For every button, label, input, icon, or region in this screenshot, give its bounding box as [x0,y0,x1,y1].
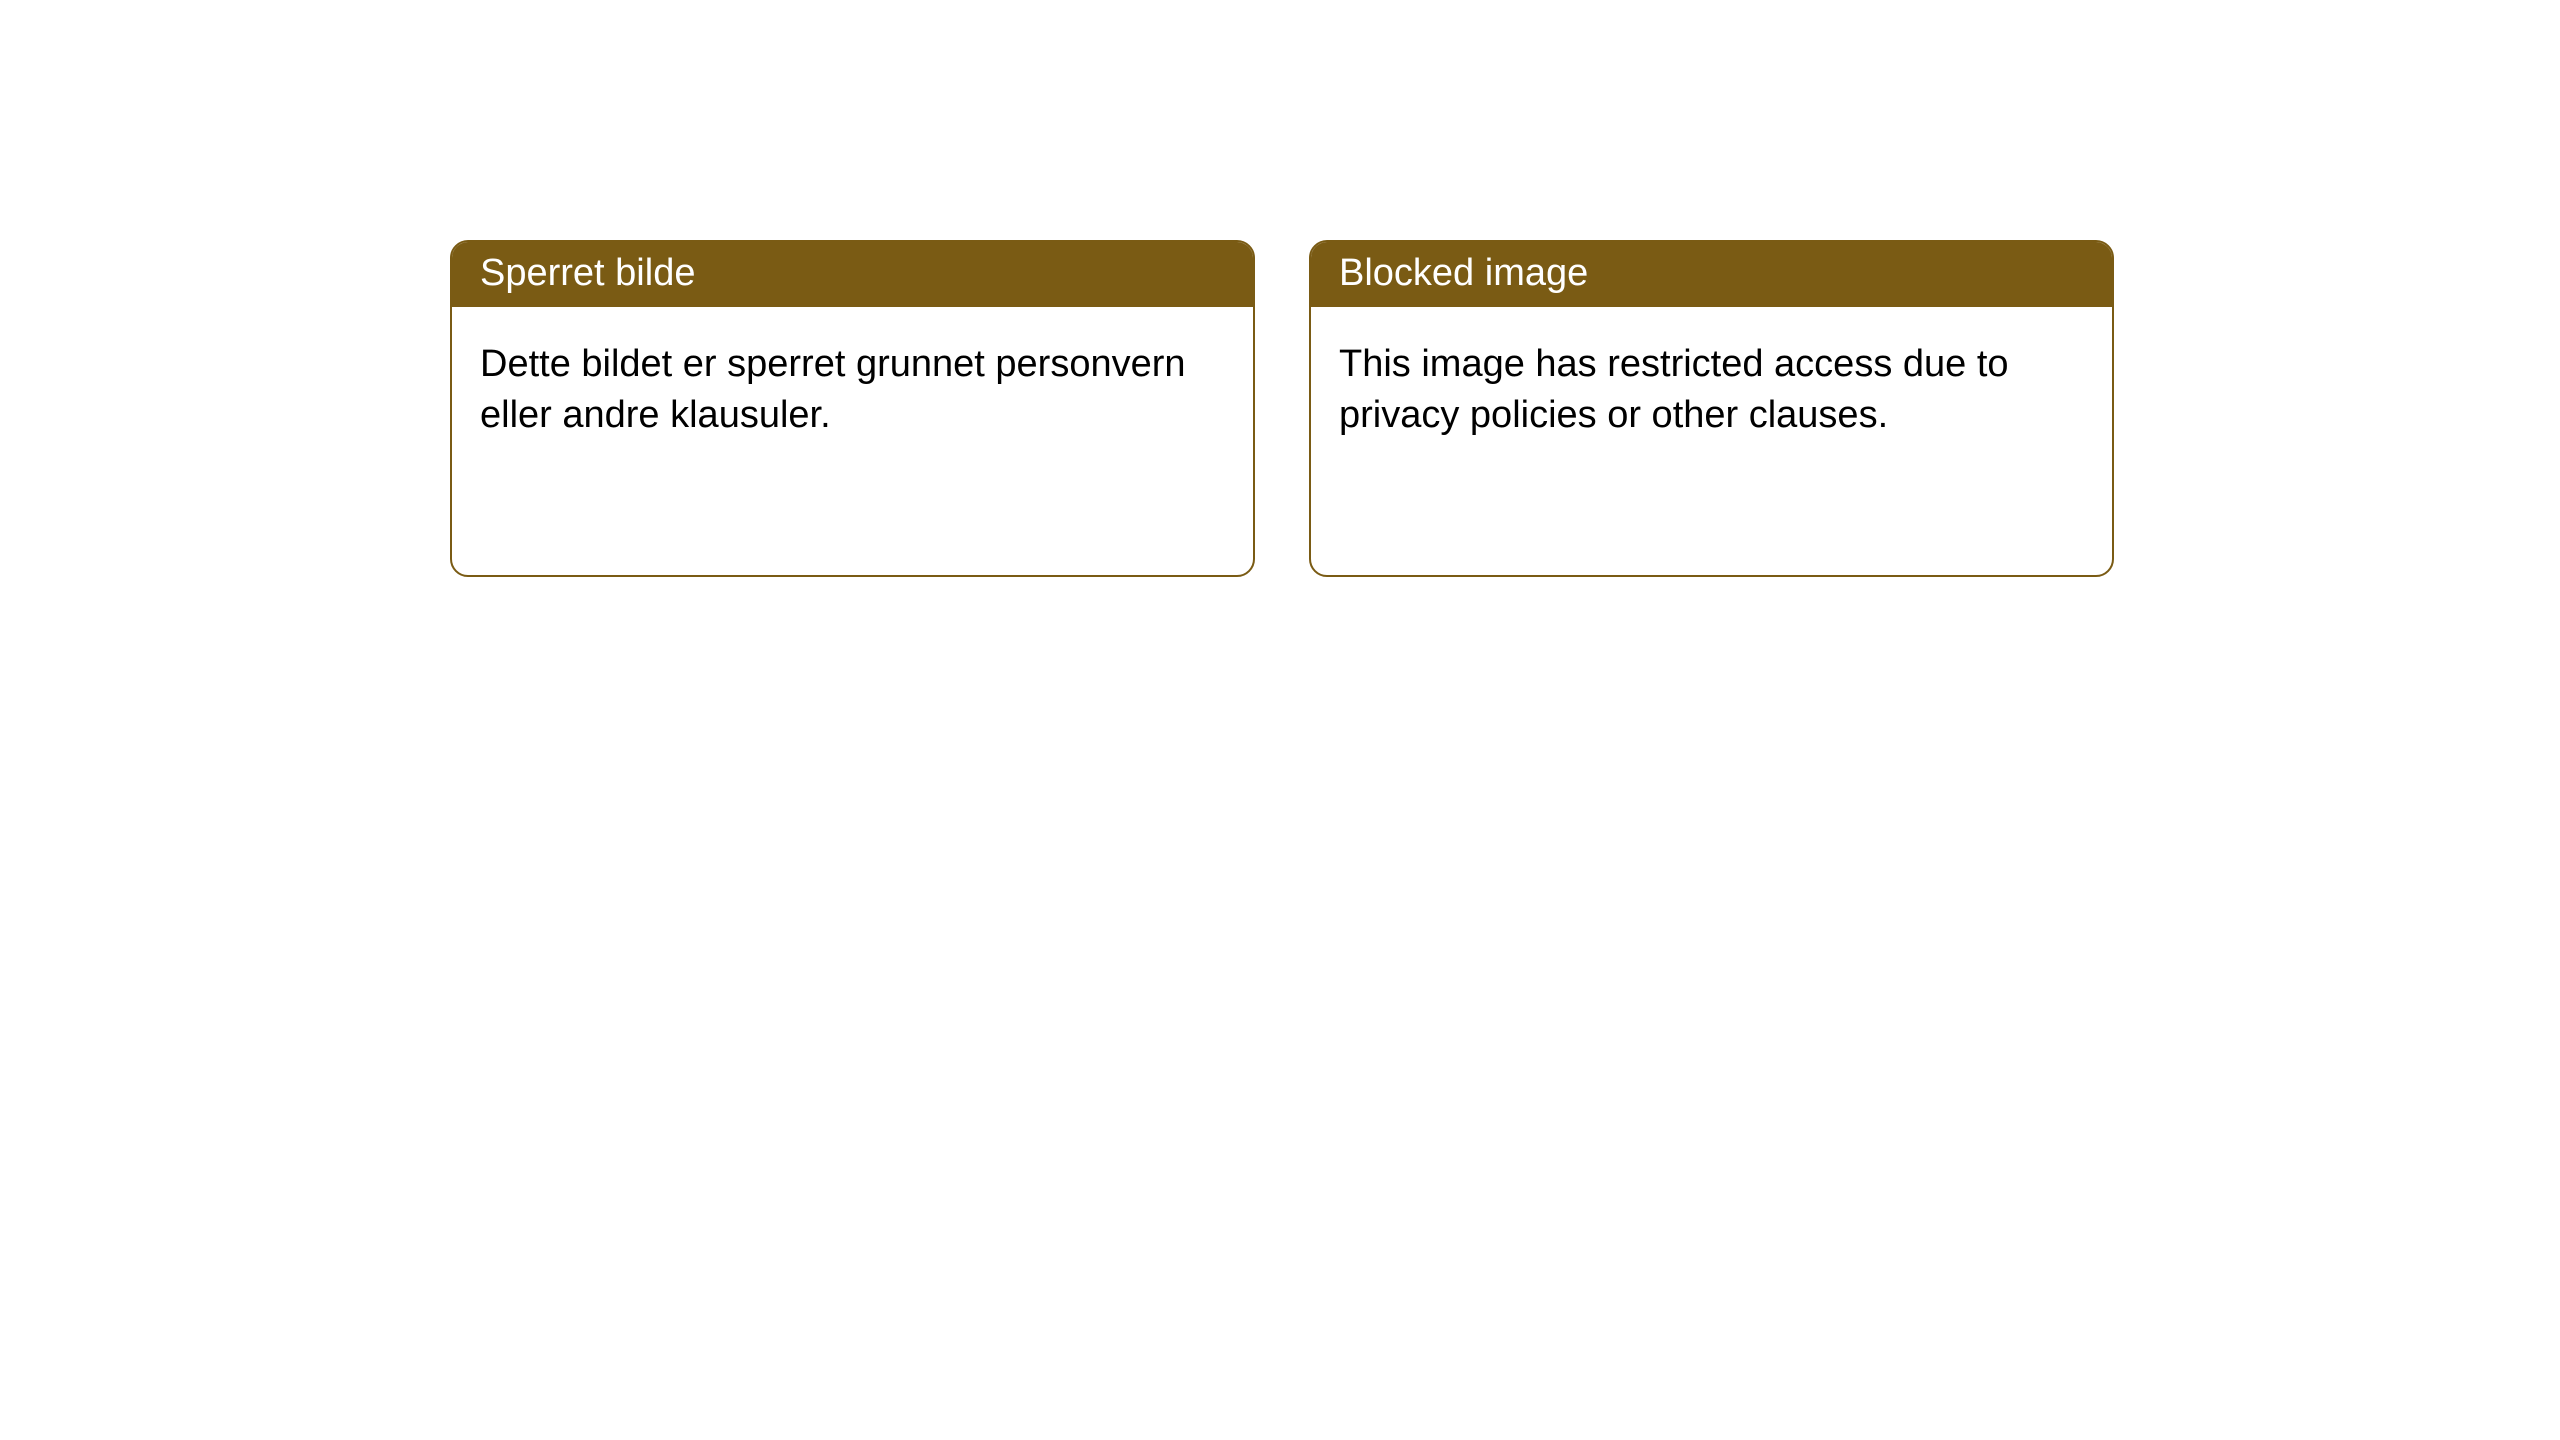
notice-title: Blocked image [1311,242,2112,307]
notice-body: This image has restricted access due to … [1311,307,2112,474]
notice-card-english: Blocked image This image has restricted … [1309,240,2114,577]
notice-container: Sperret bilde Dette bildet er sperret gr… [0,0,2560,577]
notice-body: Dette bildet er sperret grunnet personve… [452,307,1253,474]
notice-title: Sperret bilde [452,242,1253,307]
notice-card-norwegian: Sperret bilde Dette bildet er sperret gr… [450,240,1255,577]
